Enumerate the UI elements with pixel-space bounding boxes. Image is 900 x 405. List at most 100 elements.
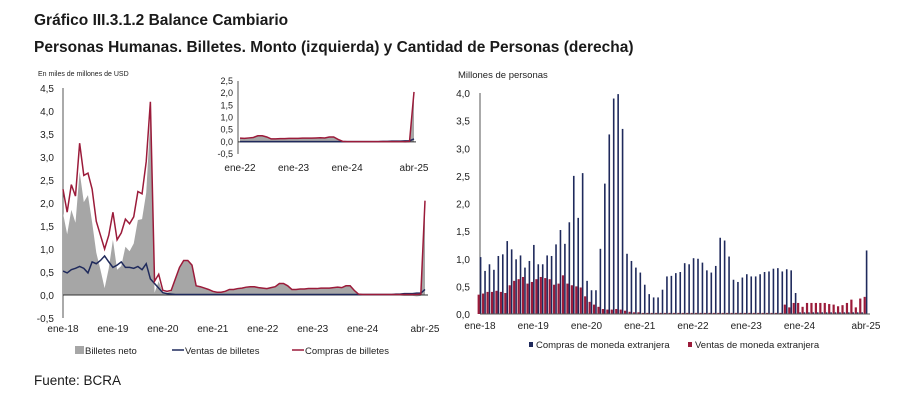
bar-compras xyxy=(759,274,761,314)
legend-ventas-label: Ventas de moneda extranjera xyxy=(695,340,820,351)
inset-y-tick-label: 0,0 xyxy=(220,137,233,147)
y-tick-label: 1,0 xyxy=(456,255,470,266)
bar-ventas xyxy=(668,312,671,314)
bar-ventas xyxy=(828,304,831,314)
bar-ventas xyxy=(655,312,658,314)
bar-ventas xyxy=(632,312,636,314)
bar-ventas xyxy=(566,283,569,314)
bar-ventas xyxy=(521,276,525,314)
y-tick-label: 3,0 xyxy=(40,153,54,164)
y-tick-label: 1,5 xyxy=(456,227,470,238)
inset-y-tick-label: 1,5 xyxy=(220,100,233,110)
bar-ventas xyxy=(859,298,862,314)
bar-compras xyxy=(493,269,495,314)
series-billetes-neto-area xyxy=(63,117,425,297)
bar-compras xyxy=(675,273,677,314)
bar-ventas xyxy=(539,276,542,314)
inset-x-tick-label: ene-24 xyxy=(332,163,364,174)
bar-compras xyxy=(595,290,597,314)
bar-compras xyxy=(754,276,757,314)
bar-ventas xyxy=(757,312,760,314)
bar-ventas xyxy=(575,286,578,314)
y-tick-label: 0,5 xyxy=(40,268,54,279)
bar-ventas xyxy=(495,290,498,314)
bar-ventas xyxy=(805,302,809,314)
figure-title: Gráfico III.3.1.2 Balance Cambiario xyxy=(34,12,289,29)
bar-ventas xyxy=(619,309,622,314)
bar-compras xyxy=(501,254,504,314)
bar-ventas xyxy=(814,302,817,314)
bar-compras xyxy=(825,312,828,314)
bar-ventas xyxy=(836,306,840,314)
inset-y-tick-label: 1,0 xyxy=(220,113,233,123)
bar-compras xyxy=(617,94,619,314)
bar-compras xyxy=(559,230,562,314)
bar-compras xyxy=(590,290,593,314)
bar-ventas xyxy=(513,280,516,314)
bar-compras xyxy=(510,249,513,314)
bar-ventas xyxy=(739,312,742,314)
bar-compras xyxy=(652,297,655,314)
bar-compras xyxy=(506,241,509,314)
bar-ventas xyxy=(726,312,729,314)
bar-compras xyxy=(568,222,571,314)
bar-ventas xyxy=(686,312,689,314)
bar-ventas xyxy=(752,312,755,314)
bar-compras xyxy=(515,259,517,314)
bar-ventas xyxy=(770,312,773,314)
bar-ventas xyxy=(482,293,485,314)
x-tick-label: ene-24 xyxy=(784,321,816,332)
bar-ventas xyxy=(592,304,596,314)
bar-ventas xyxy=(535,279,538,314)
bar-compras xyxy=(519,255,522,314)
bar-compras xyxy=(785,269,788,314)
x-tick-label: ene-20 xyxy=(571,321,603,332)
bar-compras xyxy=(621,128,624,314)
bar-compras xyxy=(732,279,735,314)
bar-ventas xyxy=(517,279,520,314)
bar-compras xyxy=(692,258,695,314)
bar-ventas xyxy=(628,311,631,314)
bar-compras xyxy=(577,217,580,314)
bar-compras xyxy=(666,276,668,314)
inset-x-tick-label: ene-23 xyxy=(278,163,310,174)
y-tick-label: -0,5 xyxy=(37,314,55,325)
bar-compras xyxy=(688,264,690,314)
bar-compras xyxy=(750,276,753,314)
bar-compras xyxy=(661,289,664,314)
bar-compras xyxy=(865,250,868,314)
bar-ventas xyxy=(557,283,560,314)
x-tick-label: ene-19 xyxy=(97,324,129,335)
bar-ventas xyxy=(553,284,556,314)
inset-x-tick-label: abr-25 xyxy=(400,163,429,174)
bar-compras xyxy=(728,256,730,314)
bar-ventas xyxy=(637,312,640,314)
bar-ventas xyxy=(499,291,502,314)
bar-compras xyxy=(781,271,784,314)
inset-y-tick-label: 0,5 xyxy=(220,125,233,135)
bar-compras xyxy=(861,312,863,314)
bar-compras xyxy=(537,264,540,314)
bar-compras xyxy=(612,98,615,315)
bar-compras xyxy=(643,284,646,314)
bar-compras xyxy=(816,312,819,314)
bar-ventas xyxy=(708,312,711,314)
bar-compras xyxy=(479,257,482,314)
bar-compras xyxy=(710,272,713,314)
bar-compras xyxy=(564,243,566,314)
bar-ventas xyxy=(624,310,627,314)
bar-compras xyxy=(679,272,682,314)
bar-ventas xyxy=(721,312,724,314)
bar-ventas xyxy=(650,312,653,314)
bar-ventas xyxy=(606,309,609,314)
bar-ventas xyxy=(703,312,707,314)
bar-compras xyxy=(790,270,792,314)
inset-y-tick-label: -0,5 xyxy=(217,149,233,159)
y-tick-label: 3,5 xyxy=(456,117,470,128)
legend-ventas-swatch xyxy=(688,342,692,347)
bar-ventas xyxy=(712,312,715,314)
figure-subtitle: Personas Humanas. Billetes. Monto (izqui… xyxy=(34,39,634,56)
bar-compras xyxy=(524,267,526,314)
bar-compras xyxy=(572,175,575,314)
